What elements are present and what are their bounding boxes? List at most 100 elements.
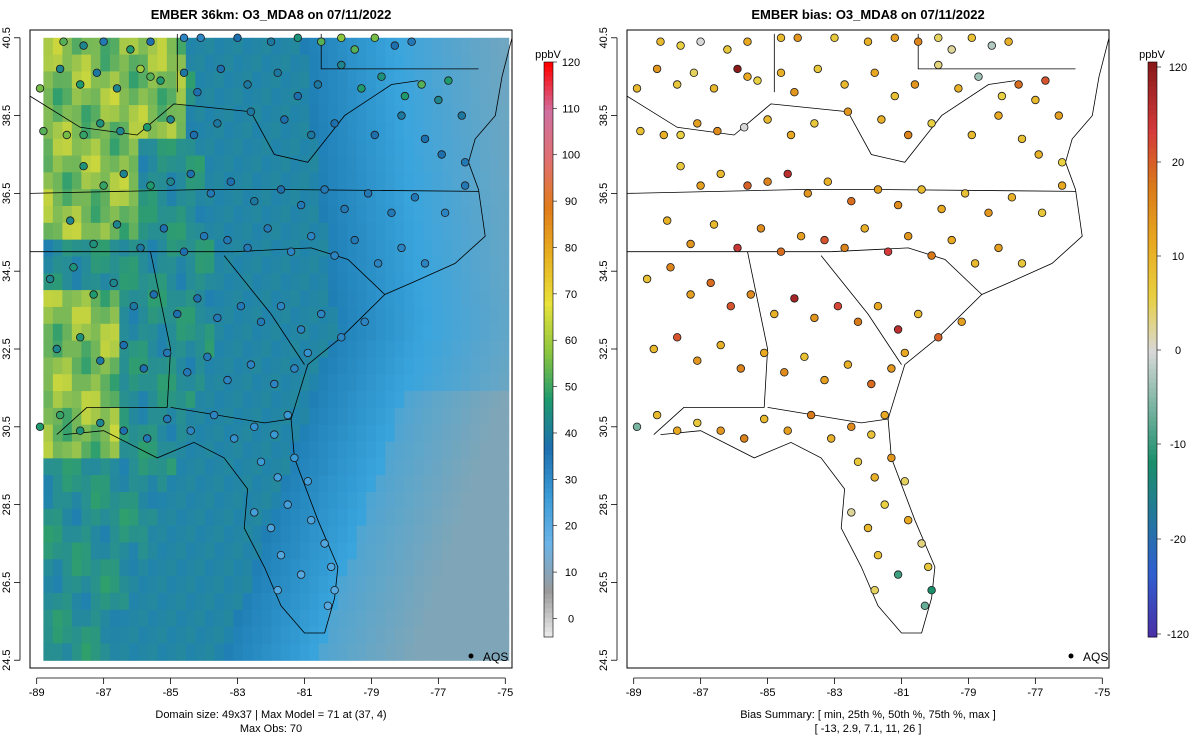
grid-cell: [252, 391, 263, 409]
grid-cell: [280, 424, 291, 443]
grid-cell: [166, 340, 177, 359]
grid-cell: [252, 458, 263, 476]
grid-cell: [261, 374, 272, 392]
grid-cell: [461, 441, 472, 459]
grid-cell: [375, 542, 386, 560]
grid-cell: [356, 592, 367, 611]
grid-cell: [223, 121, 234, 140]
grid-cell: [299, 424, 310, 443]
grid-cell: [328, 407, 339, 426]
grid-cell: [52, 37, 63, 56]
grid-cell: [261, 71, 272, 89]
grid-cell: [214, 54, 225, 73]
site-marker: [293, 33, 302, 42]
grid-cell: [261, 391, 272, 409]
grid-cell: [90, 273, 101, 291]
grid-cell: [290, 407, 301, 426]
y-tick-label: 26.5: [1, 572, 13, 593]
site-marker: [370, 33, 379, 42]
grid-cell: [147, 222, 158, 241]
grid-cell: [290, 37, 301, 56]
site-marker: [636, 126, 645, 136]
grid-cell: [71, 626, 82, 644]
site-marker: [142, 434, 152, 443]
site-marker: [676, 41, 685, 50]
grid-cell: [394, 475, 405, 493]
site-marker: [146, 72, 155, 81]
grid-cell: [90, 458, 101, 476]
grid-cell: [128, 172, 139, 190]
grid-cell: [195, 643, 206, 661]
grid-cell: [81, 559, 92, 577]
grid-cell: [328, 441, 339, 459]
grid-cell: [242, 424, 253, 443]
boundary-line: [29, 189, 479, 194]
grid-cell: [442, 441, 453, 459]
grid-cell: [423, 222, 434, 241]
grid-cell: [480, 458, 491, 476]
grid-cell: [442, 323, 453, 342]
grid-cell: [195, 357, 206, 375]
grid-cell: [413, 458, 424, 476]
grid-cell: [489, 391, 500, 409]
grid-cell: [328, 340, 339, 359]
grid-cell: [404, 609, 415, 628]
grid-cell: [128, 155, 139, 173]
grid-cell: [470, 475, 481, 493]
grid-cell: [489, 71, 500, 89]
grid-cell: [43, 407, 54, 426]
colorbar-tick-label: 120: [1169, 62, 1187, 74]
grid-cell: [394, 256, 405, 274]
grid-cell: [442, 374, 453, 392]
grid-cell: [299, 374, 310, 392]
grid-cell: [337, 189, 348, 207]
left-map-title: EMBER 36km: O3_MDA8 on 07/11/2022: [151, 7, 392, 22]
grid-cell: [375, 475, 386, 493]
grid-cell: [328, 105, 339, 123]
grid-cell: [157, 592, 168, 611]
grid-cell: [404, 559, 415, 577]
grid-cell: [470, 206, 481, 224]
grid-cell: [271, 121, 282, 140]
site-marker: [853, 457, 863, 466]
site-marker: [203, 352, 212, 361]
grid-cell: [261, 37, 272, 56]
grid-cell: [52, 441, 63, 459]
grid-cell: [489, 206, 500, 224]
grid-cell: [394, 458, 405, 476]
grid-cell: [176, 441, 187, 459]
grid-cell: [176, 37, 187, 56]
grid-cell: [442, 592, 453, 611]
grid-cell: [271, 542, 282, 560]
grid-cell: [242, 138, 253, 157]
grid-cell: [337, 626, 348, 644]
grid-cell: [480, 374, 491, 392]
grid-cell: [318, 475, 329, 493]
grid-cell: [404, 374, 415, 392]
grid-cell: [309, 239, 320, 258]
colorbar-tick-label: 80: [565, 242, 577, 254]
grid-cell: [233, 206, 244, 224]
grid-cell: [242, 609, 253, 628]
grid-cell: [90, 609, 101, 628]
grid-cell: [195, 340, 206, 359]
grid-cell: [252, 592, 263, 611]
grid-cell: [204, 340, 215, 359]
grid-cell: [271, 206, 282, 224]
grid-cell: [252, 155, 263, 173]
colorbar-tick-label: 100: [562, 150, 580, 162]
grid-cell: [461, 121, 472, 140]
grid-cell: [242, 592, 253, 611]
grid-cell: [157, 121, 168, 140]
grid-cell: [356, 441, 367, 459]
site-marker: [142, 123, 152, 132]
grid-cell: [119, 374, 130, 392]
grid-cell: [318, 273, 329, 291]
grid-cell: [204, 189, 215, 207]
grid-cell: [71, 273, 82, 291]
grid-cell: [299, 155, 310, 173]
grid-cell: [451, 138, 462, 157]
grid-cell: [223, 37, 234, 56]
grid-cell: [43, 189, 54, 207]
grid-cell: [480, 290, 491, 308]
